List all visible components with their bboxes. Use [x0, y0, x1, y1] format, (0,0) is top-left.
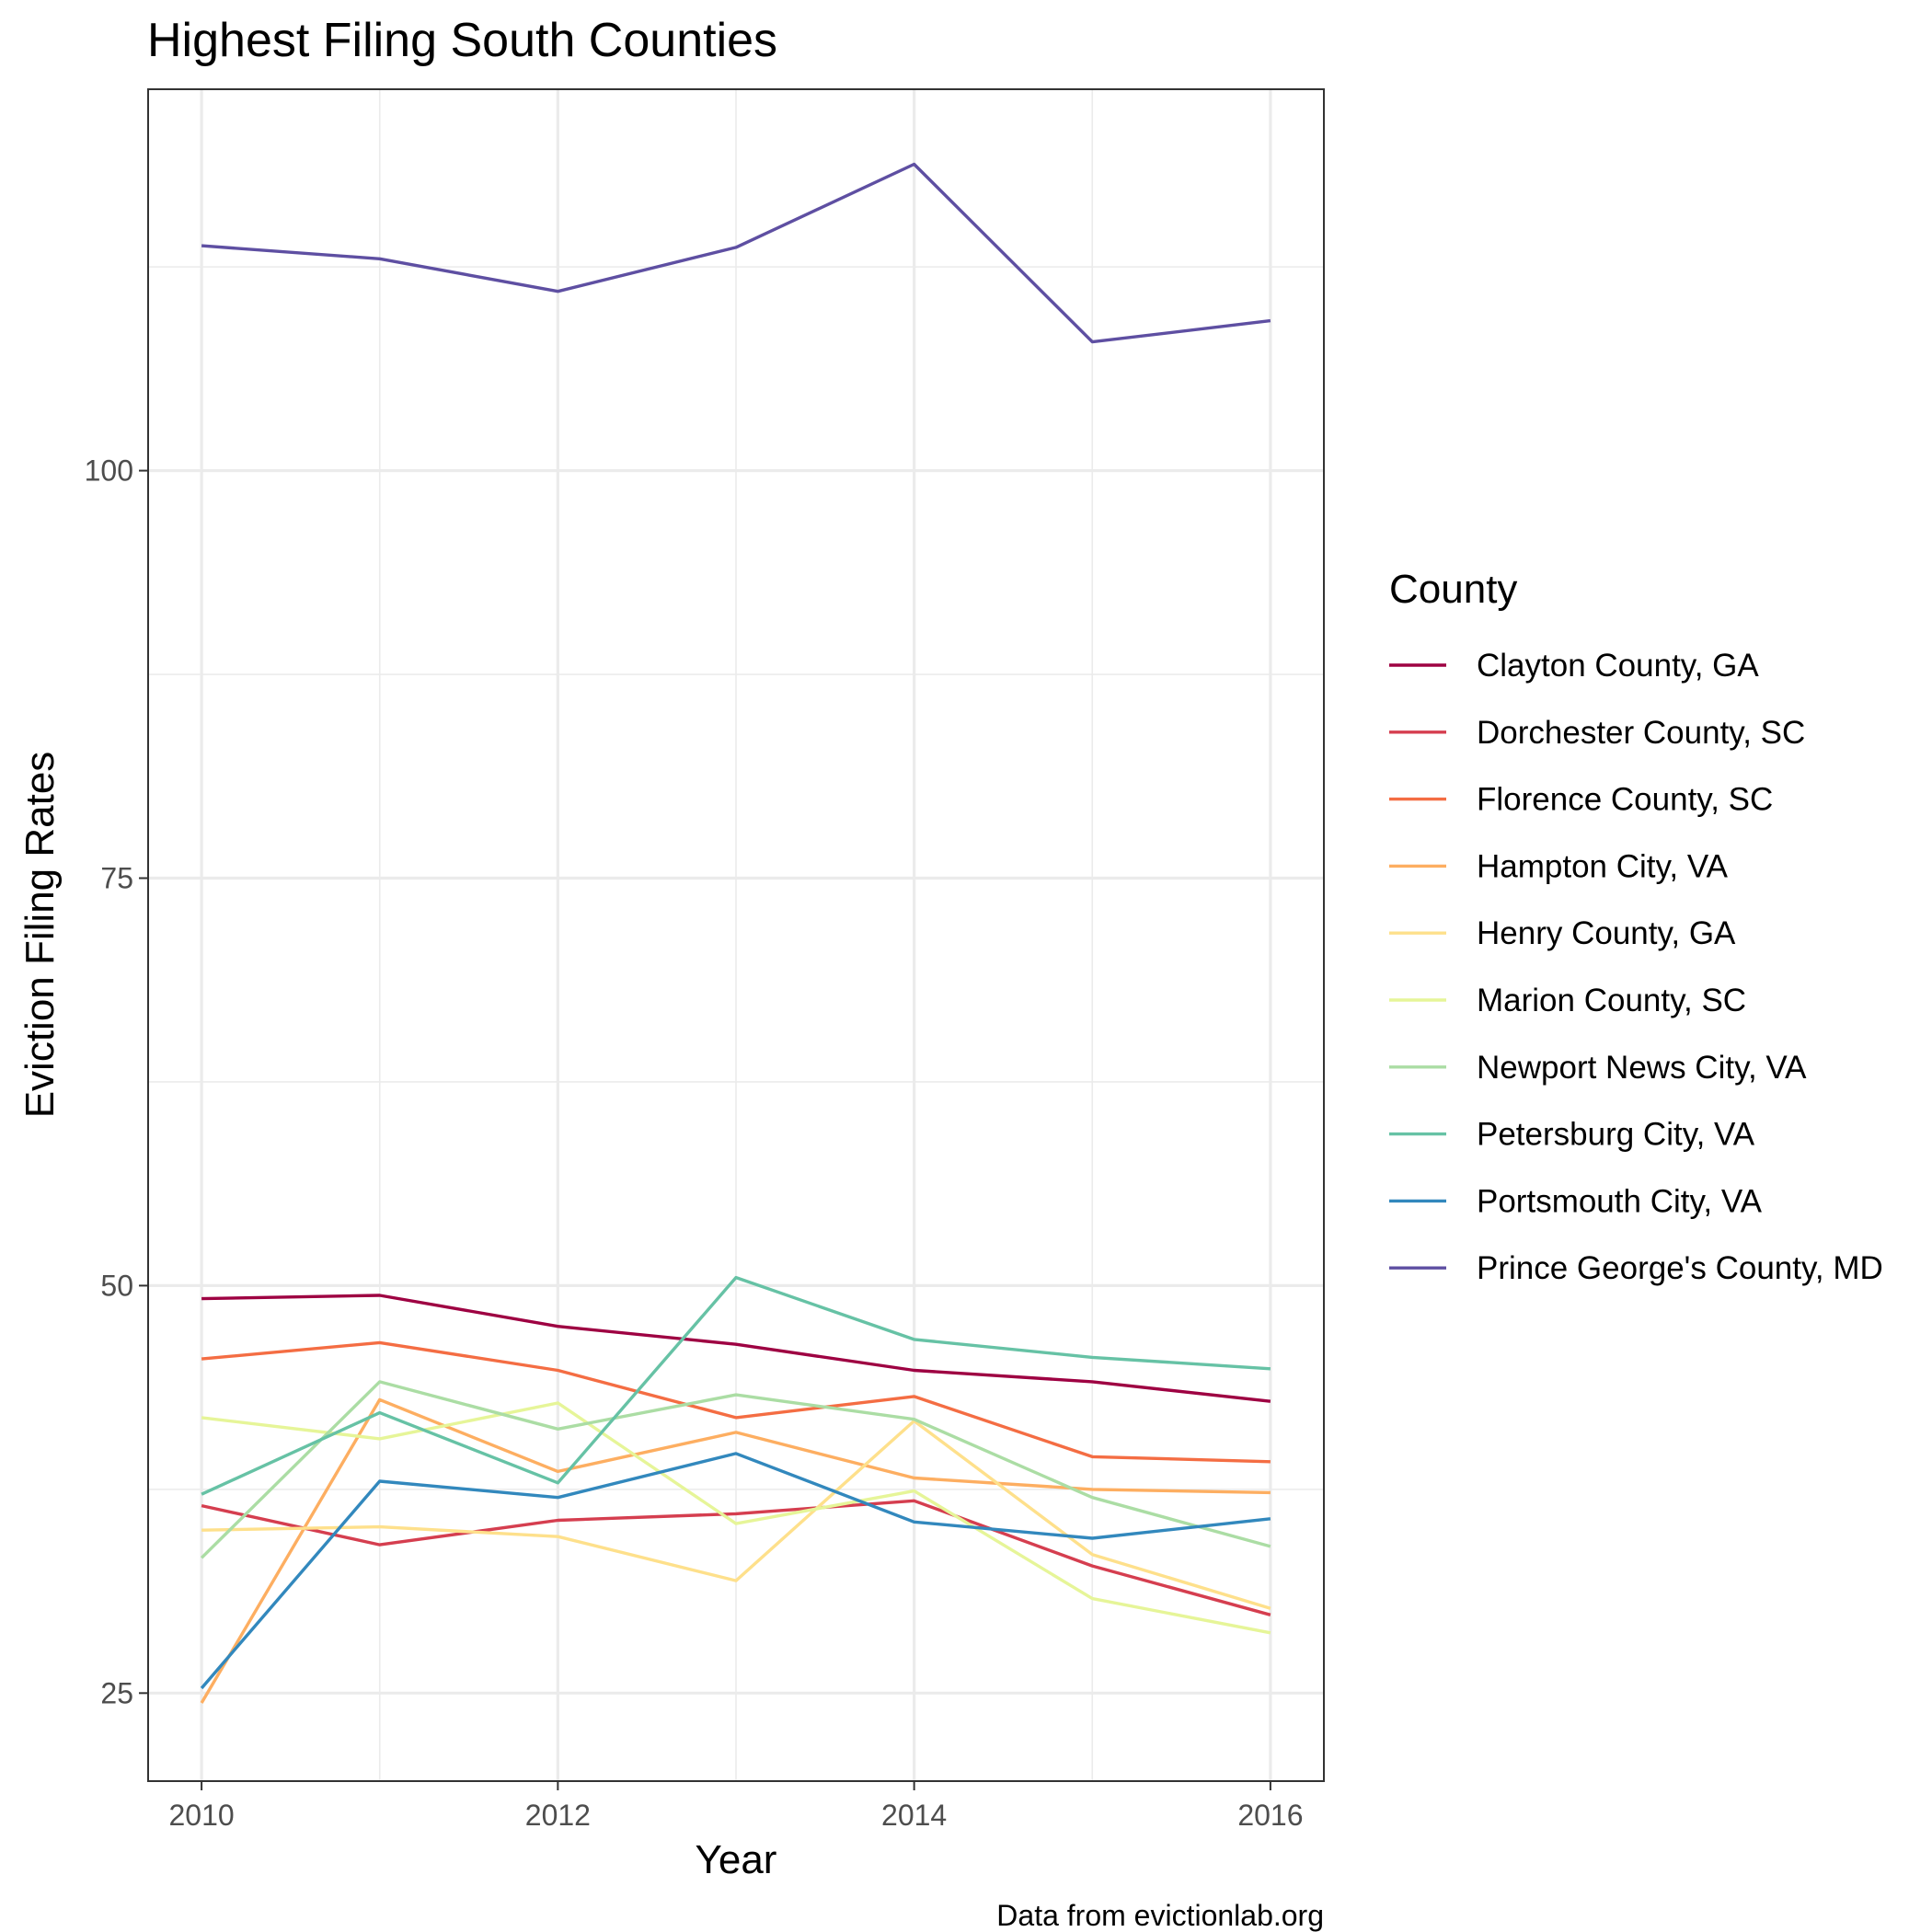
legend-entry: Marion County, SC: [1389, 983, 1746, 1018]
axes: 25 50 75 100 2010 2012 2014 2016: [85, 454, 1304, 1832]
legend-entry: Dorchester County, SC: [1389, 715, 1805, 751]
legend-entry: Florence County, SC: [1389, 782, 1773, 818]
legend-label: Florence County, SC: [1477, 782, 1773, 818]
legend-entry: Prince George's County, MD: [1389, 1250, 1883, 1286]
legend-label: Marion County, SC: [1477, 983, 1746, 1018]
series-line-9: [200, 1452, 1271, 1690]
legend-entry: Newport News City, VA: [1389, 1050, 1807, 1086]
x-tick-label: 2010: [168, 1799, 234, 1832]
y-tick-label: 25: [100, 1676, 133, 1709]
legend-entry: Clayton County, GA: [1389, 648, 1759, 684]
chart-title: Highest Filing South Counties: [147, 14, 777, 67]
legend-entry: Henry County, GA: [1389, 915, 1736, 951]
series-line-4: [200, 1397, 1271, 1704]
y-tick-label: 50: [100, 1269, 133, 1302]
x-tick-label: 2012: [525, 1799, 591, 1832]
legend-label: Dorchester County, SC: [1477, 715, 1805, 751]
series-line-3: [201, 1340, 1271, 1464]
legend-label: Newport News City, VA: [1477, 1050, 1807, 1086]
x-tick-label: 2016: [1237, 1799, 1303, 1832]
legend-label: Portsmouth City, VA: [1477, 1183, 1763, 1219]
legend-entry: Petersburg City, VA: [1389, 1117, 1755, 1153]
caption: Data from evictionlab.org: [996, 1899, 1324, 1932]
legend-label: Clayton County, GA: [1477, 648, 1759, 684]
series-lines: [200, 162, 1271, 1704]
series-line-10: [201, 162, 1271, 344]
legend-label: Hampton City, VA: [1477, 848, 1729, 884]
legend: County Clayton County, GA Dorchester Coun…: [1389, 567, 1883, 1286]
legend-label: Petersburg City, VA: [1477, 1117, 1755, 1153]
series-line-5: [201, 1419, 1271, 1610]
legend-label: Henry County, GA: [1477, 915, 1736, 951]
y-axis-title: Eviction Filing Rates: [17, 752, 63, 1119]
series-line-2: [201, 1499, 1271, 1616]
series-line-1: [201, 1294, 1271, 1403]
series-line-6: [201, 1401, 1271, 1635]
legend-title: County: [1389, 567, 1517, 612]
x-axis-title: Year: [696, 1837, 777, 1882]
plot-panel-border: [147, 88, 1325, 1782]
x-tick-label: 2014: [881, 1799, 947, 1832]
legend-label: Prince George's County, MD: [1477, 1250, 1883, 1286]
legend-entry: Hampton City, VA: [1389, 848, 1729, 884]
series-line-8: [201, 1275, 1271, 1496]
series-line-7: [200, 1380, 1271, 1559]
grid-lines: [148, 89, 1324, 1781]
legend-entry: Portsmouth City, VA: [1389, 1183, 1763, 1219]
y-tick-label: 100: [85, 454, 133, 488]
y-tick-label: 75: [100, 861, 133, 894]
